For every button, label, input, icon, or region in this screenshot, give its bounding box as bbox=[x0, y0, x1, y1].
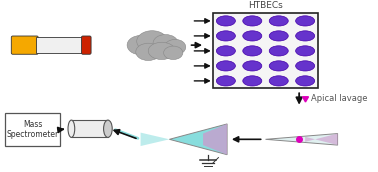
Ellipse shape bbox=[243, 31, 262, 41]
Ellipse shape bbox=[216, 46, 235, 56]
Ellipse shape bbox=[243, 46, 262, 56]
Ellipse shape bbox=[243, 16, 262, 26]
Ellipse shape bbox=[164, 46, 183, 60]
FancyBboxPatch shape bbox=[5, 113, 60, 146]
Ellipse shape bbox=[137, 31, 167, 52]
Ellipse shape bbox=[136, 43, 161, 61]
Ellipse shape bbox=[243, 76, 262, 86]
FancyBboxPatch shape bbox=[213, 13, 318, 88]
Ellipse shape bbox=[269, 31, 288, 41]
Text: Apical lavage: Apical lavage bbox=[311, 94, 367, 103]
FancyBboxPatch shape bbox=[82, 36, 91, 54]
FancyBboxPatch shape bbox=[36, 37, 84, 53]
Ellipse shape bbox=[296, 61, 314, 71]
Ellipse shape bbox=[148, 42, 175, 60]
Ellipse shape bbox=[296, 46, 314, 56]
Text: HTBECs: HTBECs bbox=[248, 1, 283, 10]
Ellipse shape bbox=[127, 36, 154, 55]
Polygon shape bbox=[203, 124, 227, 155]
Text: Mass
Spectrometer: Mass Spectrometer bbox=[6, 120, 59, 139]
Polygon shape bbox=[141, 133, 169, 146]
Ellipse shape bbox=[243, 61, 262, 71]
Ellipse shape bbox=[296, 16, 314, 26]
Polygon shape bbox=[169, 124, 227, 155]
Ellipse shape bbox=[216, 31, 235, 41]
Ellipse shape bbox=[216, 61, 235, 71]
Ellipse shape bbox=[153, 35, 178, 52]
Ellipse shape bbox=[296, 76, 314, 86]
Ellipse shape bbox=[216, 16, 235, 26]
Polygon shape bbox=[265, 133, 338, 145]
Polygon shape bbox=[305, 133, 338, 145]
Ellipse shape bbox=[164, 39, 186, 55]
Ellipse shape bbox=[269, 61, 288, 71]
Ellipse shape bbox=[269, 16, 288, 26]
FancyBboxPatch shape bbox=[71, 120, 108, 137]
Ellipse shape bbox=[216, 76, 235, 86]
FancyBboxPatch shape bbox=[11, 36, 38, 54]
Ellipse shape bbox=[68, 120, 75, 137]
Ellipse shape bbox=[269, 46, 288, 56]
Ellipse shape bbox=[296, 31, 314, 41]
Ellipse shape bbox=[269, 76, 288, 86]
Ellipse shape bbox=[104, 120, 112, 137]
